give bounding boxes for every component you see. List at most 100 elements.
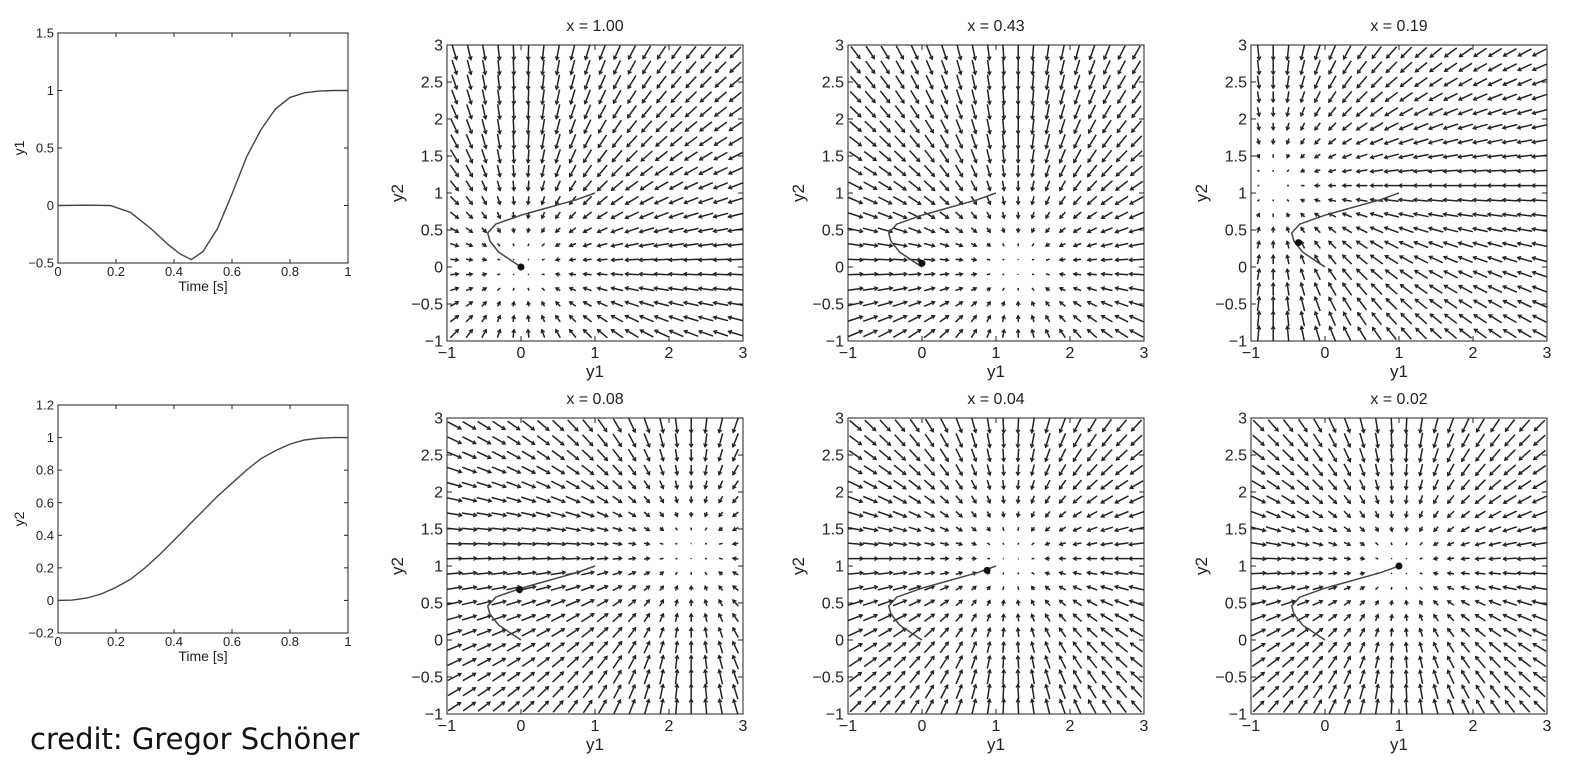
field-arrow [476, 557, 492, 560]
field-arrow [862, 571, 878, 575]
field-arrow [671, 75, 682, 89]
field-arrow [1281, 642, 1295, 653]
field-arrow [1444, 62, 1458, 73]
field-arrow [986, 180, 992, 191]
field-arrow-head [1369, 154, 1375, 160]
field-arrow-head [625, 157, 631, 163]
field-arrow-head [1072, 599, 1078, 604]
field-arrow-head [645, 484, 651, 490]
field-arrow [1502, 227, 1518, 233]
series-line [57, 436, 348, 602]
field-arrow [497, 44, 501, 60]
field-arrow [659, 557, 664, 560]
field-arrow-head [888, 286, 894, 291]
field-arrow-head [468, 228, 474, 233]
field-arrow [581, 641, 594, 654]
field-arrow-head [669, 156, 675, 162]
field-arrow-head [1413, 269, 1419, 275]
field-arrow-head [1490, 699, 1495, 705]
field-arrow [449, 164, 460, 178]
field-arrow-head [561, 599, 567, 604]
field-arrow [1312, 448, 1323, 462]
field-arrow-head [1044, 443, 1049, 449]
field-arrow [450, 134, 459, 149]
field-arrow-head [618, 556, 623, 561]
field-arrow-head [1114, 200, 1120, 206]
field-arrow [1488, 494, 1502, 505]
field-arrow-head [1058, 286, 1064, 292]
field-arrow-head [684, 141, 689, 147]
field-arrow [1385, 269, 1399, 280]
field-arrow [1458, 108, 1473, 115]
field-arrow-head [1360, 683, 1366, 689]
field-arrow [1327, 463, 1338, 477]
field-arrow-head [482, 272, 488, 277]
field-arrow-head [1419, 599, 1424, 605]
field-arrow [1282, 449, 1294, 461]
field-arrow [450, 287, 459, 292]
field-arrow-head [568, 286, 574, 292]
field-arrow-head [674, 429, 680, 434]
field-arrow-head [1072, 485, 1078, 490]
field-arrow-head [1418, 627, 1424, 633]
field-arrow [1296, 526, 1309, 532]
field-arrow [1475, 433, 1486, 447]
field-arrow-head [1475, 442, 1480, 448]
field-arrow-head [944, 172, 950, 178]
field-arrow [659, 627, 665, 638]
field-arrow [1100, 479, 1114, 490]
field-arrow-head [858, 628, 864, 633]
field-arrow [1116, 670, 1128, 684]
field-arrow [879, 135, 891, 147]
field-arrow [639, 287, 655, 292]
field-arrow [583, 258, 592, 261]
field-arrow [1059, 195, 1067, 205]
field-arrow [1251, 628, 1266, 637]
field-arrow [1087, 242, 1098, 247]
field-arrow-head [576, 527, 582, 533]
field-arrow-head [669, 171, 674, 176]
field-arrow-head [1403, 683, 1409, 688]
field-arrow [674, 527, 678, 531]
field-arrow [850, 60, 861, 74]
field-arrow [1414, 61, 1428, 73]
field-arrow [704, 542, 708, 545]
field-arrow-head [531, 613, 537, 619]
field-arrow-head [1332, 641, 1338, 647]
field-arrow [627, 627, 637, 639]
field-arrow [496, 104, 501, 120]
field-arrow [864, 105, 876, 118]
field-arrow [1073, 542, 1082, 546]
field-arrow-head [1369, 226, 1375, 231]
field-arrow [1532, 154, 1548, 158]
field-arrow-head [596, 228, 602, 234]
field-arrow [506, 657, 521, 667]
field-arrow [728, 197, 744, 204]
field-arrow-head [496, 85, 502, 91]
field-arrow-head [1413, 111, 1419, 116]
field-arrow-head [1442, 241, 1448, 246]
field-arrow-head [1318, 627, 1324, 633]
field-arrow [527, 196, 530, 205]
field-arrow-head [1531, 52, 1537, 57]
field-arrow-head [856, 98, 862, 104]
field-arrow-head [674, 668, 680, 674]
field-arrow [986, 641, 991, 653]
field-arrow-head [1029, 698, 1035, 703]
field-arrow [476, 481, 492, 488]
field-arrow-head [726, 242, 732, 248]
field-arrow-head [1058, 570, 1064, 576]
field-arrow-head [1461, 428, 1466, 434]
field-arrow [449, 315, 459, 323]
field-arrow [1503, 328, 1517, 339]
field-arrow-head [618, 541, 623, 547]
field-arrow-head [699, 98, 705, 103]
field-arrow-head [525, 145, 531, 150]
field-arrow-head [1486, 168, 1492, 174]
field-arrow [1503, 464, 1517, 476]
field-arrow [939, 242, 949, 247]
field-arrow [684, 181, 699, 190]
field-arrow [925, 60, 934, 75]
field-arrow-head [1516, 197, 1521, 203]
field-arrow [1400, 298, 1413, 310]
